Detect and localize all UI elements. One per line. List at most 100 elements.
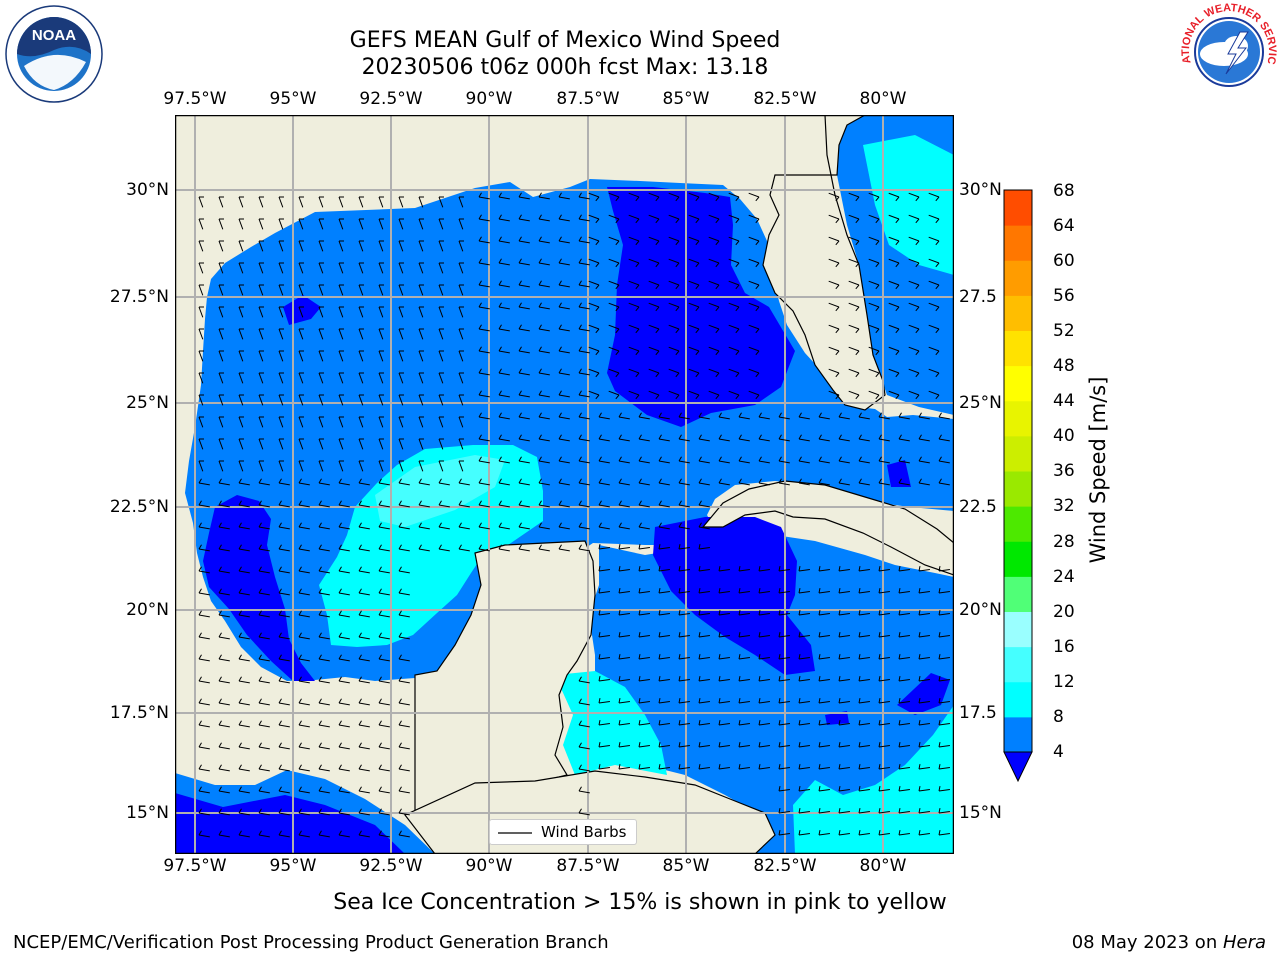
- wind-barb: [648, 390, 660, 396]
- wind-barb: [898, 613, 910, 616]
- wind-barb: [658, 526, 670, 530]
- wind-barb: [658, 679, 670, 682]
- wind-barb: [258, 306, 264, 318]
- wind-barb: [698, 613, 710, 616]
- wind-barb-flag: [895, 240, 900, 246]
- wind-barb-flag: [518, 390, 522, 396]
- wind-barb: [438, 548, 450, 552]
- wind-barb: [218, 834, 230, 838]
- wind-barb-flag: [798, 741, 801, 748]
- wind-barb-flag: [778, 653, 781, 660]
- wind-barb: [678, 679, 690, 682]
- wind-barb: [498, 504, 510, 508]
- wind-barb: [858, 833, 870, 836]
- wind-barb-flag: [338, 676, 342, 682]
- wind-barb: [278, 240, 284, 252]
- wind-barb: [718, 438, 730, 442]
- wind-barb: [538, 504, 550, 508]
- wind-barb-flag: [615, 306, 620, 312]
- wind-barb: [518, 240, 530, 244]
- wind-barb-flag: [598, 741, 601, 748]
- wind-barb: [888, 214, 900, 220]
- wind-barb: [828, 236, 840, 242]
- wind-barb-flag: [675, 196, 680, 202]
- wind-barb-flag: [358, 610, 362, 616]
- wind-barb: [218, 680, 230, 684]
- wind-barb: [688, 214, 700, 220]
- wind-barb-flag: [458, 522, 462, 528]
- wind-barb-flag: [735, 394, 740, 400]
- wind-barb-flag: [755, 328, 760, 334]
- wind-barb: [628, 192, 640, 198]
- wind-barb-flag: [935, 240, 940, 246]
- wind-barb: [838, 416, 850, 420]
- wind-barb: [938, 723, 950, 726]
- wind-barb: [838, 767, 850, 770]
- wind-barb: [338, 262, 344, 274]
- wind-barb: [918, 723, 930, 726]
- wind-barb-flag: [538, 456, 542, 462]
- wind-barb-flag: [298, 786, 302, 792]
- wind-barb: [378, 394, 384, 406]
- wind-barb-flag: [718, 653, 721, 660]
- wind-barb: [678, 526, 690, 530]
- wind-barb-flag: [238, 544, 242, 550]
- wind-barb-flag: [498, 456, 502, 462]
- wind-barb: [888, 390, 900, 396]
- wind-barb: [458, 196, 464, 208]
- wind-barb: [558, 504, 570, 508]
- wind-barb: [598, 613, 610, 616]
- wind-barb-flag: [398, 654, 402, 660]
- wind-barb: [238, 262, 244, 274]
- wind-barb: [198, 350, 204, 362]
- wind-barb-flag: [598, 412, 602, 418]
- wind-barb: [298, 702, 310, 706]
- wind-barb: [778, 635, 790, 638]
- wind-barb: [618, 416, 630, 420]
- wind-barb-flag: [618, 631, 621, 638]
- wind-barb-flag: [878, 631, 881, 638]
- wind-barb-flag: [278, 500, 282, 506]
- wind-barb: [358, 746, 370, 750]
- wind-barb: [688, 302, 700, 308]
- wind-barb-flag: [898, 741, 901, 748]
- wind-barb: [728, 324, 740, 330]
- wind-barb: [938, 833, 950, 836]
- wind-barb: [728, 390, 740, 396]
- wind-barb: [558, 482, 570, 486]
- wind-barb-flag: [418, 500, 422, 506]
- map-gridlines: [175, 115, 954, 854]
- wind-barb-flag: [198, 764, 202, 770]
- wind-barb: [378, 790, 390, 794]
- wind-barb-flag: [658, 719, 661, 726]
- wind-barb-flag: [615, 394, 620, 400]
- wind-barb: [378, 438, 384, 450]
- wind-barb: [618, 547, 630, 550]
- wind-barb-flag: [735, 262, 740, 268]
- wind-barb: [358, 724, 370, 728]
- wind-barb: [398, 284, 404, 296]
- wind-barb-flag: [898, 719, 901, 726]
- wind-barb: [658, 613, 670, 616]
- wind-barb-flag: [518, 346, 522, 352]
- wind-barb-flag: [695, 284, 700, 290]
- wind-barb-flag: [878, 412, 882, 418]
- wind-barb: [758, 569, 770, 572]
- wind-barb-flag: [318, 478, 322, 484]
- wind-barb: [578, 262, 590, 266]
- lon-label-top: 87.5°W: [556, 89, 620, 109]
- wind-barb: [848, 214, 860, 220]
- wind-barb-flag: [338, 720, 342, 726]
- wind-barb: [398, 592, 410, 596]
- wind-barb-flag: [838, 610, 841, 616]
- wind-barb: [378, 548, 390, 552]
- wind-barb: [598, 745, 610, 748]
- wind-barb: [358, 482, 370, 486]
- wind-barb: [358, 284, 364, 296]
- caribbean-calm-spot: [825, 711, 849, 725]
- wind-barb-flag: [938, 588, 941, 594]
- wind-barb-flag: [218, 588, 222, 594]
- wind-barb: [418, 438, 424, 450]
- wind-barb-flag: [358, 742, 362, 748]
- wind-barb-flag: [755, 372, 760, 378]
